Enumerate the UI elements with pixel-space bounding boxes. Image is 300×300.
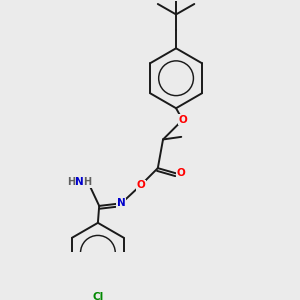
Text: H: H bbox=[67, 178, 75, 188]
Text: N: N bbox=[117, 198, 126, 208]
Text: O: O bbox=[178, 115, 187, 125]
Text: O: O bbox=[176, 168, 185, 178]
Text: O: O bbox=[136, 180, 145, 190]
Text: N: N bbox=[75, 178, 83, 188]
Text: Cl: Cl bbox=[92, 292, 104, 300]
Text: H: H bbox=[83, 178, 92, 188]
